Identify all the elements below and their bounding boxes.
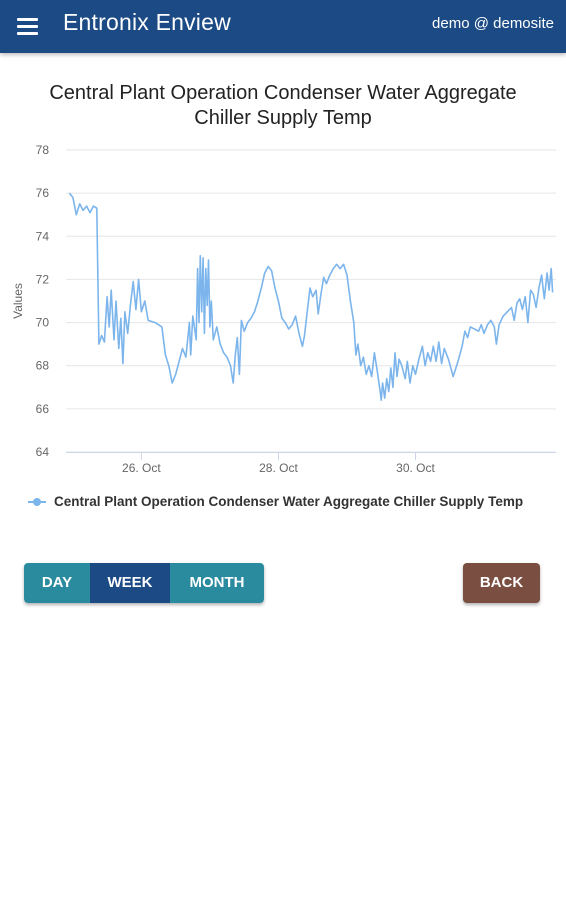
day-button[interactable]: DAY xyxy=(24,563,90,603)
app-title: Entronix Enview xyxy=(63,9,231,35)
legend-label: Central Plant Operation Condenser Water … xyxy=(54,494,524,509)
x-tick-label: 26. Oct xyxy=(122,461,161,475)
temperature-chart: 64 66 68 70 72 74 76 78 26. Oct 28. Oct 30. Oct Val… xyxy=(11,143,556,475)
y-tick-label: 76 xyxy=(36,186,50,200)
legend-marker-icon xyxy=(28,496,50,508)
series-line xyxy=(68,192,554,401)
menu-icon[interactable] xyxy=(14,13,42,39)
y-tick-label: 72 xyxy=(36,272,50,286)
x-tick-label: 30. Oct xyxy=(396,461,435,475)
user-label[interactable]: demo @ demosite xyxy=(432,15,554,32)
back-button[interactable]: BACK xyxy=(463,563,540,603)
x-tick-label: 28. Oct xyxy=(259,461,298,475)
y-tick-label: 70 xyxy=(36,316,50,330)
y-axis-title: Values xyxy=(11,283,25,319)
range-selector: DAY WEEK MONTH xyxy=(24,563,264,603)
y-tick-label: 78 xyxy=(36,143,50,157)
chart-title-line-2: Chiller Supply Temp xyxy=(194,107,372,129)
y-tick-label: 66 xyxy=(36,402,50,416)
y-tick-label: 74 xyxy=(36,229,50,243)
app-bar: Entronix Enview demo @ demosite xyxy=(0,0,566,53)
week-button[interactable]: WEEK xyxy=(90,563,170,603)
month-button[interactable]: MONTH xyxy=(170,563,264,603)
chart-title: Central Plant Operation Condenser Water … xyxy=(20,81,546,131)
y-tick-label: 64 xyxy=(36,445,50,459)
chart-legend[interactable]: Central Plant Operation Condenser Water … xyxy=(28,494,523,509)
chart-title-line-1: Central Plant Operation Condenser Water … xyxy=(49,82,517,104)
y-tick-label: 68 xyxy=(36,359,50,373)
